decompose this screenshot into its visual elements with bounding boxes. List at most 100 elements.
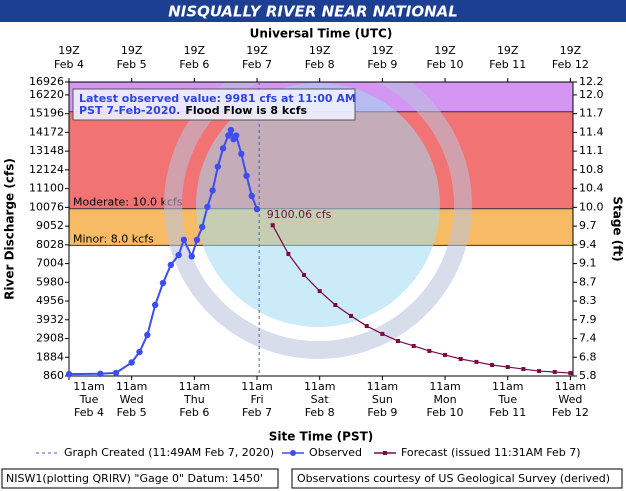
y-tick-label: 8028 [36, 238, 64, 251]
observed-point [151, 301, 159, 309]
forecast-point [427, 348, 432, 353]
footer-box [291, 468, 623, 489]
forecast-point [317, 289, 322, 294]
x-top-tick-label: Feb 6 [179, 58, 209, 71]
data-label: 9100.06 cfs [267, 208, 332, 221]
y2-tick-label: 12.0 [579, 88, 604, 101]
x-tick-label: 11am [73, 380, 104, 393]
forecast-point [349, 313, 354, 318]
x-tick-label: Tue [79, 393, 99, 406]
legend-label: Forecast (issued 11:31AM Feb 7) [401, 446, 581, 459]
top-axis-title: Universal Time (UTC) [250, 27, 393, 41]
footer-right: Observations courtesy of US Geological S… [297, 472, 610, 485]
y-tick-label: 14172 [29, 125, 64, 138]
watermark [164, 82, 472, 359]
forecast-point [411, 343, 416, 348]
annotation-box [72, 88, 356, 121]
x-top-tick-label: Feb 5 [117, 58, 147, 71]
y-tick-label: 3932 [36, 313, 64, 326]
y-tick-label: 11100 [29, 182, 64, 195]
forecast-point [333, 302, 338, 307]
x-tick-label: Tue [497, 393, 517, 406]
observed-point [238, 150, 245, 158]
observed-point [198, 223, 206, 231]
y2-axis-title: Stage (ft) [611, 196, 625, 261]
plot-marks: 860 1884 2908 3932 4956 5980 7004 8028 9052 10076… [29, 44, 604, 419]
observed-point [227, 126, 235, 134]
x-top-tick-label: Feb 12 [552, 58, 589, 71]
x-tick-label: Feb 6 [179, 406, 209, 419]
forecast-point [521, 367, 526, 372]
x-tick-label: 11am [241, 380, 272, 393]
x-top-tick-label: 19Z [434, 44, 456, 57]
forecast-point [490, 363, 495, 368]
y2-tick-label: 5.8 [579, 369, 597, 382]
observed-point [225, 132, 232, 139]
x-tick-label: Feb 4 [74, 406, 104, 419]
x-top-tick-label: Feb 11 [489, 58, 526, 71]
forecast-point [396, 339, 401, 344]
x-top-tick-label: Feb 10 [427, 58, 464, 71]
observed-point [136, 348, 143, 356]
y2-tick-label: 11.7 [579, 107, 604, 120]
x-tick-label: 11am [116, 380, 147, 393]
plot-area: Minor: 8.0 kcfs Moderate: 10.0 kcfs [69, 82, 573, 376]
observed-point [97, 370, 104, 378]
y-tick-label: 16220 [29, 88, 64, 101]
x-top-tick-label: 19Z [184, 44, 206, 57]
forecast-point [537, 369, 542, 374]
y2-tick-label: 11.1 [579, 144, 604, 157]
y2-tick-label: 11.4 [579, 125, 604, 138]
forecast-point [380, 331, 385, 336]
forecast-point [552, 369, 557, 374]
title-bar [0, 0, 626, 22]
y2-tick-label: 8.7 [579, 275, 597, 288]
x-top-tick-label: 19Z [372, 44, 394, 57]
x-tick-label: Feb 5 [117, 406, 147, 419]
y2-tick-label: 10.4 [579, 182, 604, 195]
x-top-tick-label: 19Z [497, 44, 519, 57]
x-tick-label: 11am [492, 380, 523, 393]
x-top-tick-label: 19Z [58, 44, 80, 57]
chart-title: NISQUALLY RIVER NEAR NATIONAL [168, 3, 458, 21]
observed-point [253, 205, 261, 213]
y-axis-title: River Discharge (cfs) [3, 158, 17, 300]
legend-marker [290, 450, 297, 456]
observed-point [188, 253, 195, 260]
observed-point [128, 359, 135, 366]
x-tick-label: Sat [311, 393, 330, 406]
forecast-point [568, 371, 573, 376]
x-top-tick-label: 19Z [309, 44, 331, 57]
observed-point [204, 203, 211, 211]
forecast-point [302, 272, 307, 277]
x-tick-label: Feb 8 [305, 406, 335, 419]
x-top-tick-label: Feb 9 [367, 58, 397, 71]
y-tick-label: 2908 [36, 332, 64, 345]
observed-point [167, 261, 175, 269]
y2-tick-label: 9.4 [579, 238, 597, 251]
observed-point [175, 251, 182, 259]
x-tick-label: Feb 9 [367, 406, 397, 419]
legend-label: Graph Created (11:49AM Feb 7, 2020) [64, 446, 274, 459]
footer-box [1, 468, 279, 489]
band-label: Moderate: 10.0 kcfs [73, 196, 183, 209]
y-tick-label: 7004 [36, 257, 64, 270]
x-tick-label: Mon [433, 393, 456, 406]
forecast-point [364, 324, 369, 329]
forecast-point [474, 359, 479, 364]
x-top-tick-label: 19Z [560, 44, 582, 57]
observed-point [219, 145, 227, 152]
y2-tick-label: 12.2 [579, 75, 604, 88]
forecast-point [443, 352, 448, 357]
forecast-point [286, 251, 291, 256]
observed-point [112, 369, 120, 377]
x-tick-label: 11am [555, 380, 586, 393]
y-tick-label: 13148 [29, 144, 64, 157]
observed-point [65, 370, 73, 378]
x-top-tick-label: Feb 8 [305, 58, 335, 71]
y-tick-label: 1884 [36, 350, 64, 363]
x-tick-label: Feb 7 [242, 406, 272, 419]
x-tick-label: Thu [183, 393, 205, 406]
observed-point [159, 279, 167, 287]
observed-point [243, 172, 250, 180]
